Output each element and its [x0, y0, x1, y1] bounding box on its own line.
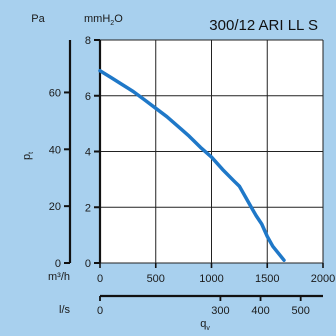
y-axis-mmh2o-unit: mmH2O [84, 13, 123, 27]
y-axis-pa-tick-label: 60 [49, 87, 61, 99]
x-axis-label-sub: v [206, 325, 210, 332]
y-axis-mmh2o-tick-label: 4 [85, 147, 91, 159]
x-axis-m3h-tick-label: 0 [97, 273, 103, 285]
x-axis-ls-tick-label: 300 [211, 305, 229, 317]
y-axis-mmh2o-tick-label: 8 [85, 35, 91, 47]
x-axis-ls-tick-label: 400 [251, 305, 269, 317]
x-axis-m3h-tick-label: 1500 [255, 273, 279, 285]
y-axis-mmh2o-unit-main: mmH [84, 13, 110, 25]
y-axis-mmh2o-tick-label: 6 [85, 91, 91, 103]
x-axis-m3h-tick-label: 1000 [199, 273, 223, 285]
y-axis-label: pt [21, 152, 35, 160]
y-axis-mmh2o-tick-label: 0 [85, 258, 91, 270]
y-axis-mmh2o-unit-tail: O [114, 13, 123, 25]
y-axis-label-sub: t [28, 152, 35, 154]
x-axis-ls-tick-label: 500 [292, 305, 310, 317]
chart-title: 300/12 ARI LL S [209, 17, 318, 34]
x-axis-label: qv [200, 318, 210, 332]
y-axis-pa-tick-label: 20 [49, 201, 61, 213]
y-axis-pa-unit: Pa [31, 13, 45, 25]
y-axis-pa-tick-label: 40 [49, 144, 61, 156]
y-axis-label-main: p [21, 154, 33, 160]
y-axis-mmh2o-unit-sub: 2 [110, 20, 114, 27]
grid-layer [99, 39, 324, 264]
curve-layer [98, 68, 286, 262]
x-axis-m3h-tick-label: 500 [147, 273, 165, 285]
y-axis-mmh2o-tick-label: 2 [85, 202, 91, 214]
x-axis-label-main: q [200, 318, 206, 330]
y-axis-pa-tick-label: 0 [55, 258, 61, 270]
x-axis-ls-unit: l/s [59, 304, 71, 316]
x-axis-m3h-unit: m³/h [48, 271, 70, 283]
fan-curve-line [98, 68, 286, 262]
x-axis-m3h-tick-label: 2000 [311, 273, 335, 285]
ticks-layer: 0 2 4 6 8 0 20 40 60 0 500 1000 1500 2000 0 300 400 500 [49, 35, 335, 317]
x-axis-ls-tick-label: 0 [97, 305, 103, 317]
